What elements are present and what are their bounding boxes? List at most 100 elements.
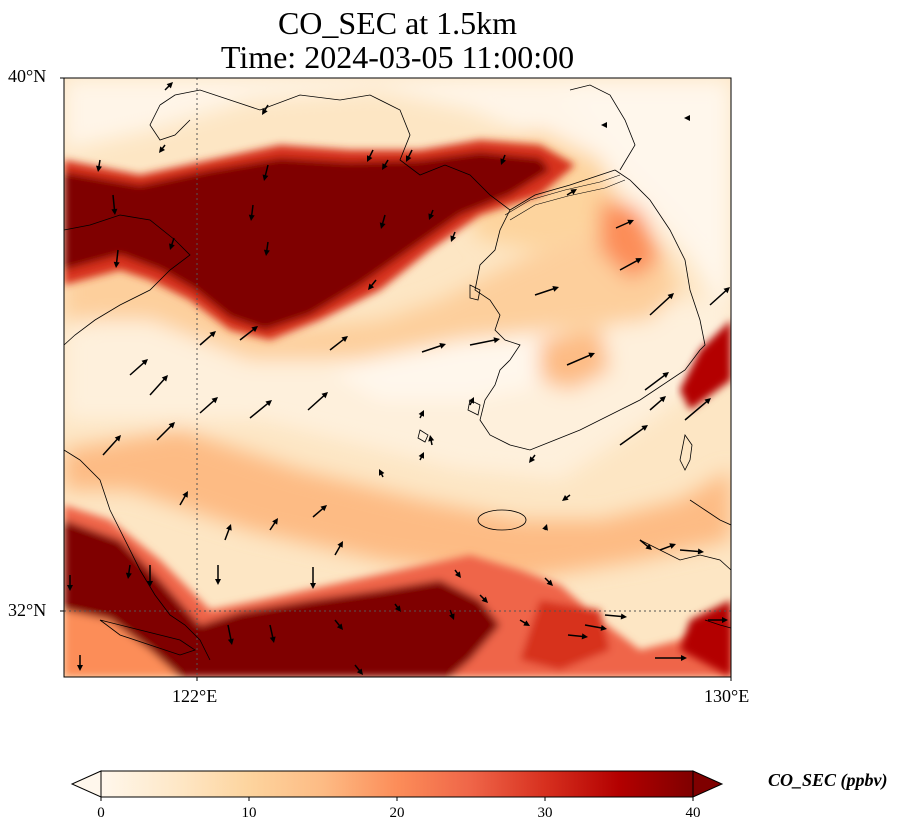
wind-arrow-head — [251, 326, 258, 333]
wind-arrow-head — [113, 261, 120, 268]
wind-arrow-head — [406, 155, 412, 162]
wind-arrow-shaft — [112, 194, 116, 212]
wind-arrow-head — [147, 581, 153, 587]
wind-arrow-head — [379, 222, 386, 229]
wind-arrow-head — [77, 665, 83, 671]
wind-arrow-head — [336, 623, 343, 630]
wind-arrow-shaft — [269, 624, 274, 640]
wind-arrow-head — [428, 213, 435, 220]
wind-arrow-head — [96, 165, 102, 172]
wind-arrow-head — [448, 613, 455, 620]
wind-arrow-shaft — [334, 544, 342, 556]
wind-arrow-head — [263, 249, 270, 256]
wind-arrow-shaft — [649, 295, 672, 316]
wind-arrow-head — [215, 579, 221, 585]
wind-arrow-head — [248, 214, 255, 221]
wind-arrow-head — [542, 524, 548, 531]
wind-arrow-shaft — [649, 398, 664, 411]
colorbar-tick-20: 20 — [389, 805, 405, 821]
colorbar-tick-40: 40 — [685, 805, 701, 821]
wind-arrow-head — [641, 425, 648, 431]
wind-arrow-head — [168, 422, 175, 429]
wind-arrow-shaft — [149, 377, 166, 396]
wind-arrow-shaft — [156, 424, 173, 441]
wind-arrow-head — [418, 410, 424, 417]
wind-arrow-shaft — [102, 437, 119, 456]
wind-arrow-head — [272, 518, 278, 525]
colorbar-tick-30: 30 — [537, 805, 553, 821]
wind-arrow-shaft — [199, 333, 214, 346]
lat-tick-32n: 32°N — [8, 600, 47, 620]
wind-arrow-shaft — [709, 289, 728, 306]
wind-arrow-shaft — [615, 220, 631, 229]
wind-arrow-head — [529, 456, 535, 463]
wind-arrow-head — [481, 596, 488, 603]
colorbar-tick-0: 0 — [97, 805, 105, 821]
colorbar-gradient — [101, 771, 693, 797]
wind-arrow-head — [367, 155, 373, 162]
wind-arrow-head — [111, 208, 118, 215]
wind-arrow-shaft — [619, 426, 646, 446]
wind-arrow-shaft — [250, 204, 254, 218]
wind-arrow-head — [209, 331, 216, 338]
concentration-field — [64, 78, 731, 677]
wind-arrow-shaft — [129, 361, 146, 376]
wind-arrow-head — [684, 115, 690, 121]
wind-arrow-shaft — [312, 507, 325, 518]
chart-title: CO_SEC at 1.5km Time: 2024-03-05 11:00:0… — [64, 6, 731, 74]
gridlines — [64, 78, 731, 677]
wind-arrow-shaft — [249, 401, 270, 419]
title-line-1: CO_SEC at 1.5km — [277, 5, 518, 41]
colorbar — [70, 770, 724, 801]
wind-arrow-shaft — [227, 624, 232, 642]
wind-arrow-head — [310, 583, 316, 589]
wind-arrow-head — [141, 359, 148, 366]
title-line-2: Time: 2024-03-05 11:00:00 — [220, 39, 575, 75]
axis-ticks — [60, 77, 732, 681]
wind-arrow-head — [667, 293, 674, 300]
wind-vectors — [67, 82, 730, 675]
wind-arrow-head — [262, 174, 269, 181]
wind-arrow-head — [697, 548, 704, 555]
wind-arrow-head — [67, 585, 73, 591]
wind-arrow-head — [659, 396, 666, 403]
wind-arrow-head — [500, 158, 507, 165]
wind-arrow-head — [321, 392, 328, 399]
wind-arrow-head — [418, 452, 424, 459]
colorbar-extend-min — [70, 770, 102, 798]
wind-arrow-shaft — [264, 164, 269, 178]
wind-arrow-shaft — [329, 337, 346, 351]
lat-tick-40n: 40°N — [8, 66, 47, 86]
wind-arrow-head — [546, 579, 553, 586]
wind-arrow-head — [627, 219, 634, 226]
wind-arrow-shaft — [659, 544, 673, 551]
wind-arrow-shaft — [619, 259, 639, 271]
wind-arrow-shaft — [115, 249, 119, 265]
wind-arrow-head — [182, 491, 188, 498]
wind-arrow-head — [468, 397, 474, 404]
wind-arrow-head — [227, 638, 234, 645]
wind-arrow-shaft — [604, 614, 624, 618]
wind-arrow-head — [493, 337, 500, 344]
lon-tick-130e: 130°E — [704, 686, 750, 706]
lon-tick-122e: 122°E — [172, 686, 218, 706]
coastlines — [64, 84, 731, 661]
wind-arrow-head — [226, 524, 232, 531]
map-frame — [63, 77, 732, 678]
wind-arrow-head — [125, 572, 132, 579]
wind-arrow-head — [723, 287, 730, 294]
wind-arrow-shaft — [239, 327, 256, 341]
wind-arrow-head — [562, 495, 569, 501]
wind-arrow-shaft — [679, 549, 701, 553]
wind-arrow-head — [379, 469, 385, 476]
wind-arrow-head — [262, 108, 268, 115]
wind-arrow-head — [722, 617, 728, 623]
wind-arrow-head — [704, 398, 711, 405]
wind-arrow-head — [269, 636, 276, 643]
wind-arrow-shaft — [584, 624, 604, 630]
wind-arrow-head — [320, 505, 327, 512]
wind-arrow-head — [161, 375, 168, 382]
wind-arrow-shaft — [224, 527, 231, 541]
wind-arrow-head — [368, 283, 375, 290]
wind-arrow-head — [581, 633, 588, 640]
